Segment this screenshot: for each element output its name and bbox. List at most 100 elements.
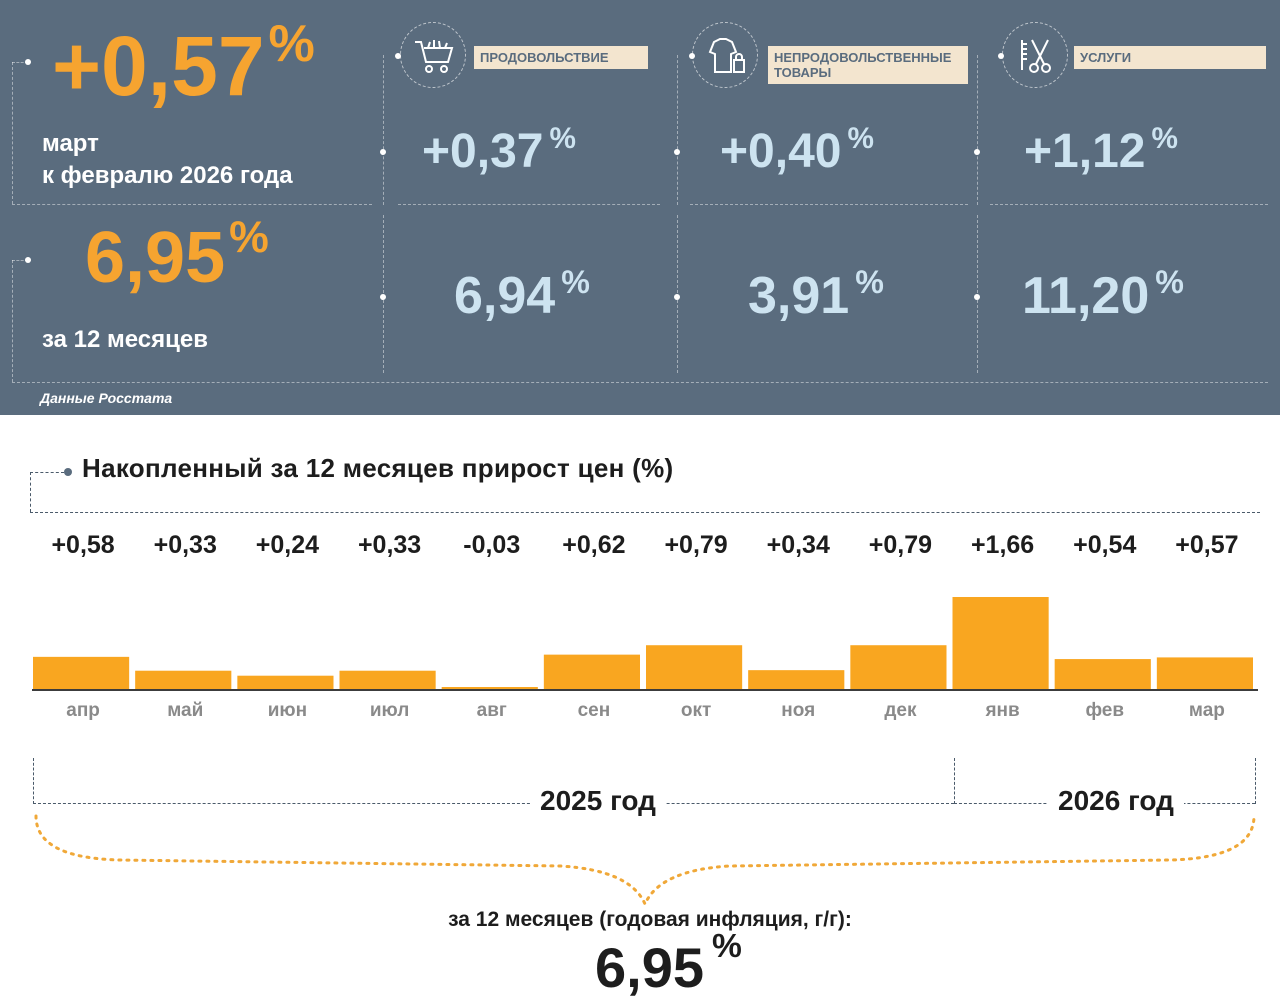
title-connector: [30, 472, 31, 512]
tick-label-дек: дек: [884, 700, 917, 721]
tick-label-ноя: ноя: [781, 700, 815, 721]
divider: [977, 55, 978, 205]
divider: [990, 204, 1268, 205]
divider: [690, 204, 968, 205]
year-bracket-start: [33, 758, 34, 804]
divider: [12, 260, 13, 382]
title-connector: [30, 472, 64, 473]
category-label-services: УСЛУГИ: [1074, 46, 1266, 69]
tick-label-апр: апр: [66, 700, 100, 721]
bar-мар: [1156, 657, 1253, 689]
bullet-dot: [25, 257, 31, 263]
source-note: Данные Росстата: [40, 390, 173, 406]
divider: [12, 260, 28, 261]
tick-label-мар: мар: [1189, 700, 1225, 721]
bar-янв: [952, 597, 1049, 689]
value-label-мар: +0,57: [1175, 531, 1238, 559]
bar-июн: [237, 675, 334, 689]
bar-май: [135, 670, 232, 689]
tick-label-янв: янв: [984, 700, 1019, 721]
year-label-2025: 2025 год: [530, 787, 666, 815]
bullet-dot: [674, 149, 680, 155]
category-label-nonfood: НЕПРОДОВОЛЬСТВЕННЫЕ ТОВАРЫ: [768, 46, 968, 84]
nonfood-annual-value: 3,91%: [748, 266, 884, 325]
monthly-label: март к февралю 2026 года: [42, 128, 293, 192]
tick-label-авг: авг: [477, 700, 507, 721]
tick-label-июл: июл: [370, 700, 410, 721]
year-bracket-divider: [954, 758, 955, 804]
tick-label-май: май: [167, 700, 203, 721]
value-label-июл: +0,33: [358, 531, 421, 559]
bar-фев: [1054, 659, 1151, 689]
bullet-dot: [380, 149, 386, 155]
value-label-июн: +0,24: [256, 531, 319, 559]
tick-label-сен: сен: [578, 700, 611, 721]
clothes-bag-icon: [692, 22, 758, 88]
nonfood-annual-unit: %: [855, 264, 884, 300]
annual-inflation-value: 6,95%: [85, 215, 269, 294]
food-annual-value: 6,94%: [454, 266, 590, 325]
annual-summary-text: 6,95: [595, 936, 704, 999]
tick-label-июн: июн: [268, 700, 307, 721]
bar-апр: [33, 656, 130, 689]
nonfood-monthly-text: +0,40: [720, 125, 842, 178]
nonfood-monthly-unit: %: [847, 122, 874, 155]
value-label-дек: +0,79: [869, 531, 932, 559]
services-monthly-value: +1,12%: [1024, 124, 1178, 176]
nonfood-monthly-value: +0,40%: [720, 124, 874, 178]
divider: [12, 204, 372, 205]
year-label-2026: 2026 год: [1048, 787, 1184, 815]
food-annual-text: 6,94: [454, 267, 556, 325]
nonfood-annual-text: 3,91: [748, 267, 850, 325]
category-label-food: ПРОДОВОЛЬСТВИЕ: [474, 46, 648, 69]
summary-panel: +0,57% март к февралю 2026 года 6,95% за…: [0, 0, 1280, 415]
value-label-апр: +0,58: [51, 531, 114, 559]
bullet-dot: [380, 294, 386, 300]
tick-label-фев: фев: [1085, 700, 1124, 721]
value-label-окт: +0,79: [664, 531, 727, 559]
value-label-май: +0,33: [154, 531, 217, 559]
year-2025-line: [33, 803, 954, 804]
services-annual-unit: %: [1155, 264, 1184, 300]
annual-value-text: 6,95: [85, 218, 226, 298]
monthly-label-line2: к февралю 2026 года: [42, 162, 293, 189]
tick-label-окт: окт: [681, 700, 711, 721]
annual-label: за 12 месяцев: [42, 326, 208, 353]
annual-caption: за 12 месяцев (годовая инфляция, г/г):: [448, 908, 852, 931]
value-label-авг: -0,03: [463, 531, 520, 559]
divider: [12, 62, 13, 204]
divider: [12, 382, 1268, 383]
barber-tools-icon: [1002, 22, 1068, 88]
chart-title: Накопленный за 12 месяцев прирост цен (%…: [82, 453, 674, 483]
monthly-inflation-value: +0,57%: [52, 18, 315, 108]
bar-авг: [441, 687, 538, 689]
bar-дек: [850, 645, 947, 689]
bar-сен: [543, 654, 640, 689]
title-bullet: [64, 468, 72, 476]
services-monthly-unit: %: [1151, 122, 1178, 155]
title-underline: [30, 512, 1260, 513]
divider: [383, 55, 384, 205]
value-label-фев: +0,54: [1073, 531, 1136, 559]
food-monthly-value: +0,37%: [422, 124, 576, 176]
divider: [12, 62, 28, 63]
annual-unit: %: [229, 213, 269, 262]
divider: [677, 55, 678, 205]
bullet-dot: [998, 53, 1004, 59]
bullet-dot: [674, 294, 680, 300]
bar-chart: +0,58 апр +0,33 май +0,24 июн +0,33 июл -0,03 авг…: [32, 531, 1258, 721]
food-annual-unit: %: [561, 264, 590, 300]
value-label-ноя: +0,34: [767, 531, 830, 559]
bullet-dot: [395, 53, 401, 59]
bar-окт: [646, 645, 743, 689]
food-monthly-unit: %: [549, 122, 576, 155]
value-label-сен: +0,62: [562, 531, 625, 559]
annual-summary-unit: %: [712, 928, 742, 965]
services-annual-text: 11,20: [1022, 267, 1150, 325]
shopping-cart-icon: [400, 22, 466, 88]
bar-ноя: [748, 670, 845, 689]
bullet-dot: [25, 59, 31, 65]
annual-summary-value: 6,95%: [595, 930, 742, 996]
services-annual-value: 11,20%: [1022, 266, 1184, 325]
divider: [398, 204, 660, 205]
